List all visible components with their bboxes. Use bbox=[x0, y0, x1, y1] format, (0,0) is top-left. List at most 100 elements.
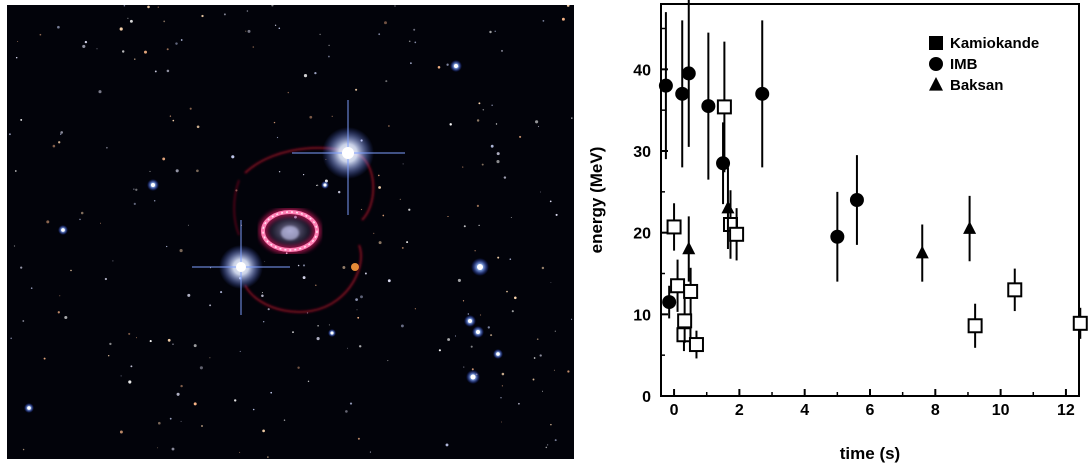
background-star bbox=[172, 119, 175, 122]
background-star bbox=[187, 293, 191, 297]
background-star bbox=[537, 125, 540, 128]
background-star bbox=[175, 169, 179, 173]
background-star bbox=[13, 245, 16, 247]
background-star bbox=[476, 204, 479, 207]
background-star bbox=[519, 135, 522, 138]
background-star bbox=[495, 123, 498, 125]
background-star bbox=[8, 133, 11, 136]
background-star bbox=[437, 66, 441, 69]
legend-label-kamiokande: Kamiokande bbox=[950, 35, 1039, 52]
background-star bbox=[262, 429, 265, 433]
y-tick-label: 20 bbox=[633, 226, 651, 243]
background-star bbox=[314, 71, 317, 75]
data-point-imb bbox=[716, 156, 731, 171]
background-star bbox=[10, 337, 12, 340]
background-star bbox=[369, 451, 371, 453]
background-star bbox=[106, 146, 108, 149]
background-star bbox=[176, 392, 180, 396]
background-star bbox=[378, 241, 382, 245]
background-star bbox=[121, 50, 125, 53]
background-star bbox=[545, 446, 548, 449]
background-star bbox=[271, 5, 274, 7]
background-star bbox=[364, 272, 367, 275]
background-star bbox=[533, 357, 536, 359]
background-star bbox=[201, 14, 204, 18]
background-star bbox=[503, 176, 507, 179]
background-star bbox=[542, 19, 545, 22]
data-point-kamiokande bbox=[683, 283, 699, 299]
background-star bbox=[447, 215, 449, 218]
background-star bbox=[355, 298, 358, 301]
background-star bbox=[123, 5, 126, 7]
background-star bbox=[410, 62, 412, 65]
background-star bbox=[399, 198, 401, 201]
background-star bbox=[264, 261, 266, 262]
background-star bbox=[119, 27, 123, 31]
background-star bbox=[169, 115, 172, 117]
background-star bbox=[331, 115, 333, 117]
data-point-baksan bbox=[682, 241, 696, 255]
background-star bbox=[157, 447, 159, 449]
background-star bbox=[154, 70, 157, 73]
background-star bbox=[246, 10, 249, 12]
background-star bbox=[52, 144, 56, 148]
background-star bbox=[30, 287, 33, 289]
background-star bbox=[561, 17, 565, 21]
background-star bbox=[112, 260, 114, 262]
background-star bbox=[128, 380, 132, 384]
background-star bbox=[478, 224, 480, 226]
background-star bbox=[149, 170, 151, 172]
background-star bbox=[283, 419, 286, 421]
background-star bbox=[303, 74, 308, 78]
background-star bbox=[82, 44, 86, 48]
background-star bbox=[550, 423, 552, 426]
background-star bbox=[462, 166, 464, 168]
data-point-imb bbox=[681, 66, 696, 81]
background-star bbox=[539, 191, 541, 193]
background-star bbox=[554, 439, 557, 442]
legend-marker-imb bbox=[929, 57, 943, 71]
background-star bbox=[319, 33, 321, 36]
background-star bbox=[316, 337, 320, 341]
background-star bbox=[100, 222, 101, 224]
background-star bbox=[457, 278, 461, 282]
background-star bbox=[14, 170, 17, 172]
legend-label-baksan: Baksan bbox=[950, 77, 1003, 94]
background-star bbox=[536, 338, 539, 341]
background-star bbox=[554, 330, 556, 332]
background-star bbox=[342, 266, 346, 269]
background-star bbox=[133, 202, 136, 206]
data-point-imb bbox=[662, 295, 677, 310]
data-point-baksan bbox=[963, 221, 977, 234]
supernova-photo bbox=[7, 5, 574, 459]
x-tick-label: 6 bbox=[866, 402, 875, 419]
background-star bbox=[337, 190, 341, 194]
background-star bbox=[355, 88, 358, 91]
background-star bbox=[482, 109, 485, 111]
background-star bbox=[509, 258, 512, 261]
background-star bbox=[309, 115, 313, 119]
background-star bbox=[15, 56, 18, 59]
data-point-kamiokande bbox=[670, 278, 686, 294]
background-star bbox=[57, 25, 60, 29]
data-point-kamiokande bbox=[716, 99, 732, 115]
background-star bbox=[149, 340, 152, 343]
background-star bbox=[119, 430, 123, 434]
background-star bbox=[479, 314, 482, 316]
background-star bbox=[17, 40, 19, 43]
background-star bbox=[387, 360, 389, 362]
background-star bbox=[511, 310, 514, 313]
background-star bbox=[263, 321, 265, 323]
background-star bbox=[234, 399, 237, 402]
background-star bbox=[70, 269, 72, 272]
background-star bbox=[467, 313, 469, 315]
background-star bbox=[267, 456, 269, 458]
background-star bbox=[385, 80, 388, 83]
background-star bbox=[481, 163, 484, 166]
background-star bbox=[98, 90, 102, 94]
y-tick-label: 40 bbox=[633, 62, 651, 79]
legend-marker-kamiokande bbox=[929, 36, 943, 50]
background-star bbox=[535, 120, 539, 124]
background-star bbox=[297, 366, 300, 369]
background-star bbox=[302, 264, 306, 267]
